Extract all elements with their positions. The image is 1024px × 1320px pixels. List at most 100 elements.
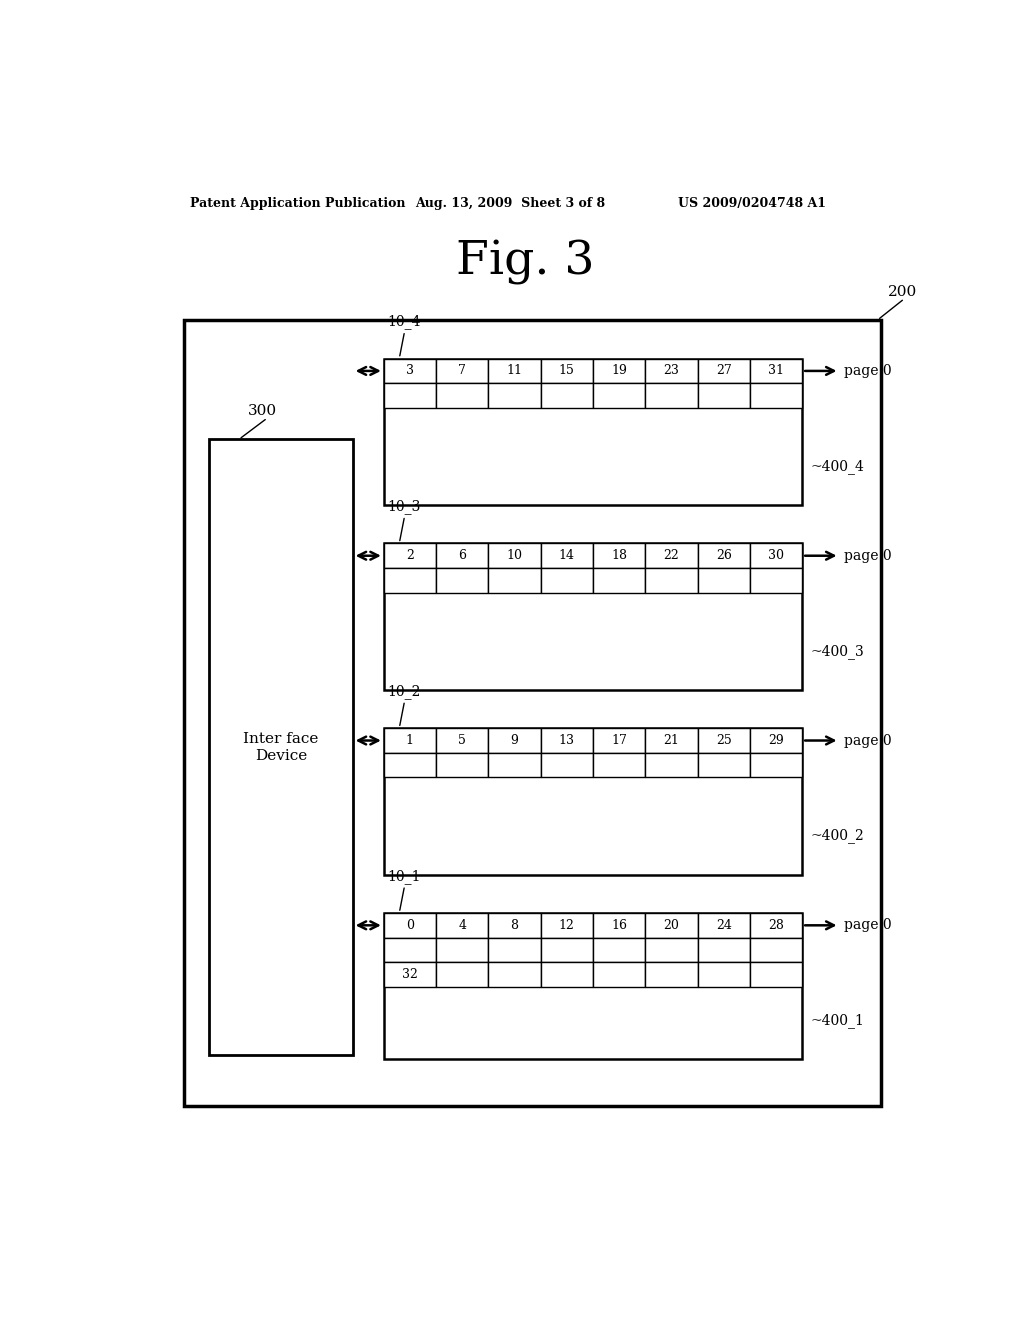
Bar	[436, 568, 488, 593]
Bar	[488, 937, 541, 962]
Bar	[645, 962, 697, 987]
Bar	[645, 752, 697, 777]
Bar	[488, 544, 541, 568]
Bar	[645, 359, 697, 383]
Bar	[436, 937, 488, 962]
Bar	[593, 544, 645, 568]
Text: ~400_3: ~400_3	[810, 644, 864, 659]
Text: 300: 300	[248, 404, 278, 418]
Text: page 0: page 0	[844, 919, 892, 932]
Text: 3: 3	[406, 364, 414, 378]
Bar	[593, 359, 645, 383]
Text: ~400_2: ~400_2	[810, 829, 864, 843]
Text: page 0: page 0	[844, 364, 892, 378]
Bar	[183, 321, 882, 1106]
Bar	[436, 383, 488, 408]
Text: 8: 8	[511, 919, 518, 932]
Text: 22: 22	[664, 549, 679, 562]
Bar	[384, 544, 802, 689]
Bar	[436, 752, 488, 777]
Text: 10_1: 10_1	[388, 869, 421, 884]
Bar	[488, 962, 541, 987]
Bar	[488, 729, 541, 752]
Bar	[750, 359, 802, 383]
Text: 4: 4	[458, 919, 466, 932]
Text: 17: 17	[611, 734, 627, 747]
Bar	[750, 937, 802, 962]
Bar	[541, 729, 593, 752]
Bar	[384, 359, 802, 506]
Bar	[384, 913, 802, 1059]
Bar	[384, 544, 436, 568]
Bar	[697, 752, 750, 777]
Bar	[541, 962, 593, 987]
Bar	[541, 568, 593, 593]
Text: 15: 15	[559, 364, 574, 378]
Bar	[750, 962, 802, 987]
Bar	[436, 359, 488, 383]
Bar	[488, 913, 541, 937]
Text: 18: 18	[611, 549, 627, 562]
Bar	[750, 383, 802, 408]
Text: 32: 32	[402, 968, 418, 981]
Bar	[645, 937, 697, 962]
Text: 6: 6	[458, 549, 466, 562]
Bar	[436, 544, 488, 568]
Bar	[384, 962, 436, 987]
Bar	[541, 752, 593, 777]
Text: 200: 200	[888, 285, 916, 298]
Bar	[697, 544, 750, 568]
Text: 2: 2	[406, 549, 414, 562]
Bar	[593, 937, 645, 962]
Text: 20: 20	[664, 919, 679, 932]
Text: 10_3: 10_3	[388, 499, 421, 515]
Text: Fig. 3: Fig. 3	[456, 239, 594, 285]
Bar	[750, 729, 802, 752]
Text: 7: 7	[459, 364, 466, 378]
Bar	[697, 729, 750, 752]
Text: ~400_1: ~400_1	[810, 1014, 864, 1028]
Bar	[436, 962, 488, 987]
Bar	[645, 568, 697, 593]
Text: 29: 29	[768, 734, 784, 747]
Text: Aug. 13, 2009  Sheet 3 of 8: Aug. 13, 2009 Sheet 3 of 8	[415, 197, 605, 210]
Bar	[645, 544, 697, 568]
Text: 5: 5	[459, 734, 466, 747]
Text: 16: 16	[611, 919, 627, 932]
Text: 27: 27	[716, 364, 732, 378]
Text: ~400_4: ~400_4	[810, 459, 864, 474]
Bar	[645, 383, 697, 408]
Bar	[541, 937, 593, 962]
Bar	[541, 383, 593, 408]
Bar	[541, 913, 593, 937]
Bar	[593, 962, 645, 987]
Text: 12: 12	[559, 919, 574, 932]
Text: 10_4: 10_4	[388, 314, 421, 330]
Text: 25: 25	[716, 734, 732, 747]
Text: 11: 11	[507, 364, 522, 378]
Text: 13: 13	[559, 734, 574, 747]
Bar	[750, 752, 802, 777]
Text: 14: 14	[559, 549, 574, 562]
Bar	[750, 568, 802, 593]
Text: 31: 31	[768, 364, 784, 378]
Text: Patent Application Publication: Patent Application Publication	[190, 197, 406, 210]
Text: US 2009/0204748 A1: US 2009/0204748 A1	[678, 197, 826, 210]
Bar	[436, 729, 488, 752]
Bar	[697, 962, 750, 987]
Text: 26: 26	[716, 549, 732, 562]
Bar	[384, 752, 436, 777]
Bar	[488, 383, 541, 408]
Text: 21: 21	[664, 734, 679, 747]
Bar	[488, 752, 541, 777]
Text: 10_2: 10_2	[388, 684, 421, 700]
Bar	[645, 729, 697, 752]
Bar	[384, 383, 436, 408]
Bar	[593, 913, 645, 937]
Text: Inter face
Device: Inter face Device	[244, 733, 318, 763]
Bar	[593, 568, 645, 593]
Bar	[541, 544, 593, 568]
Bar	[593, 752, 645, 777]
Bar	[488, 568, 541, 593]
Bar	[436, 913, 488, 937]
